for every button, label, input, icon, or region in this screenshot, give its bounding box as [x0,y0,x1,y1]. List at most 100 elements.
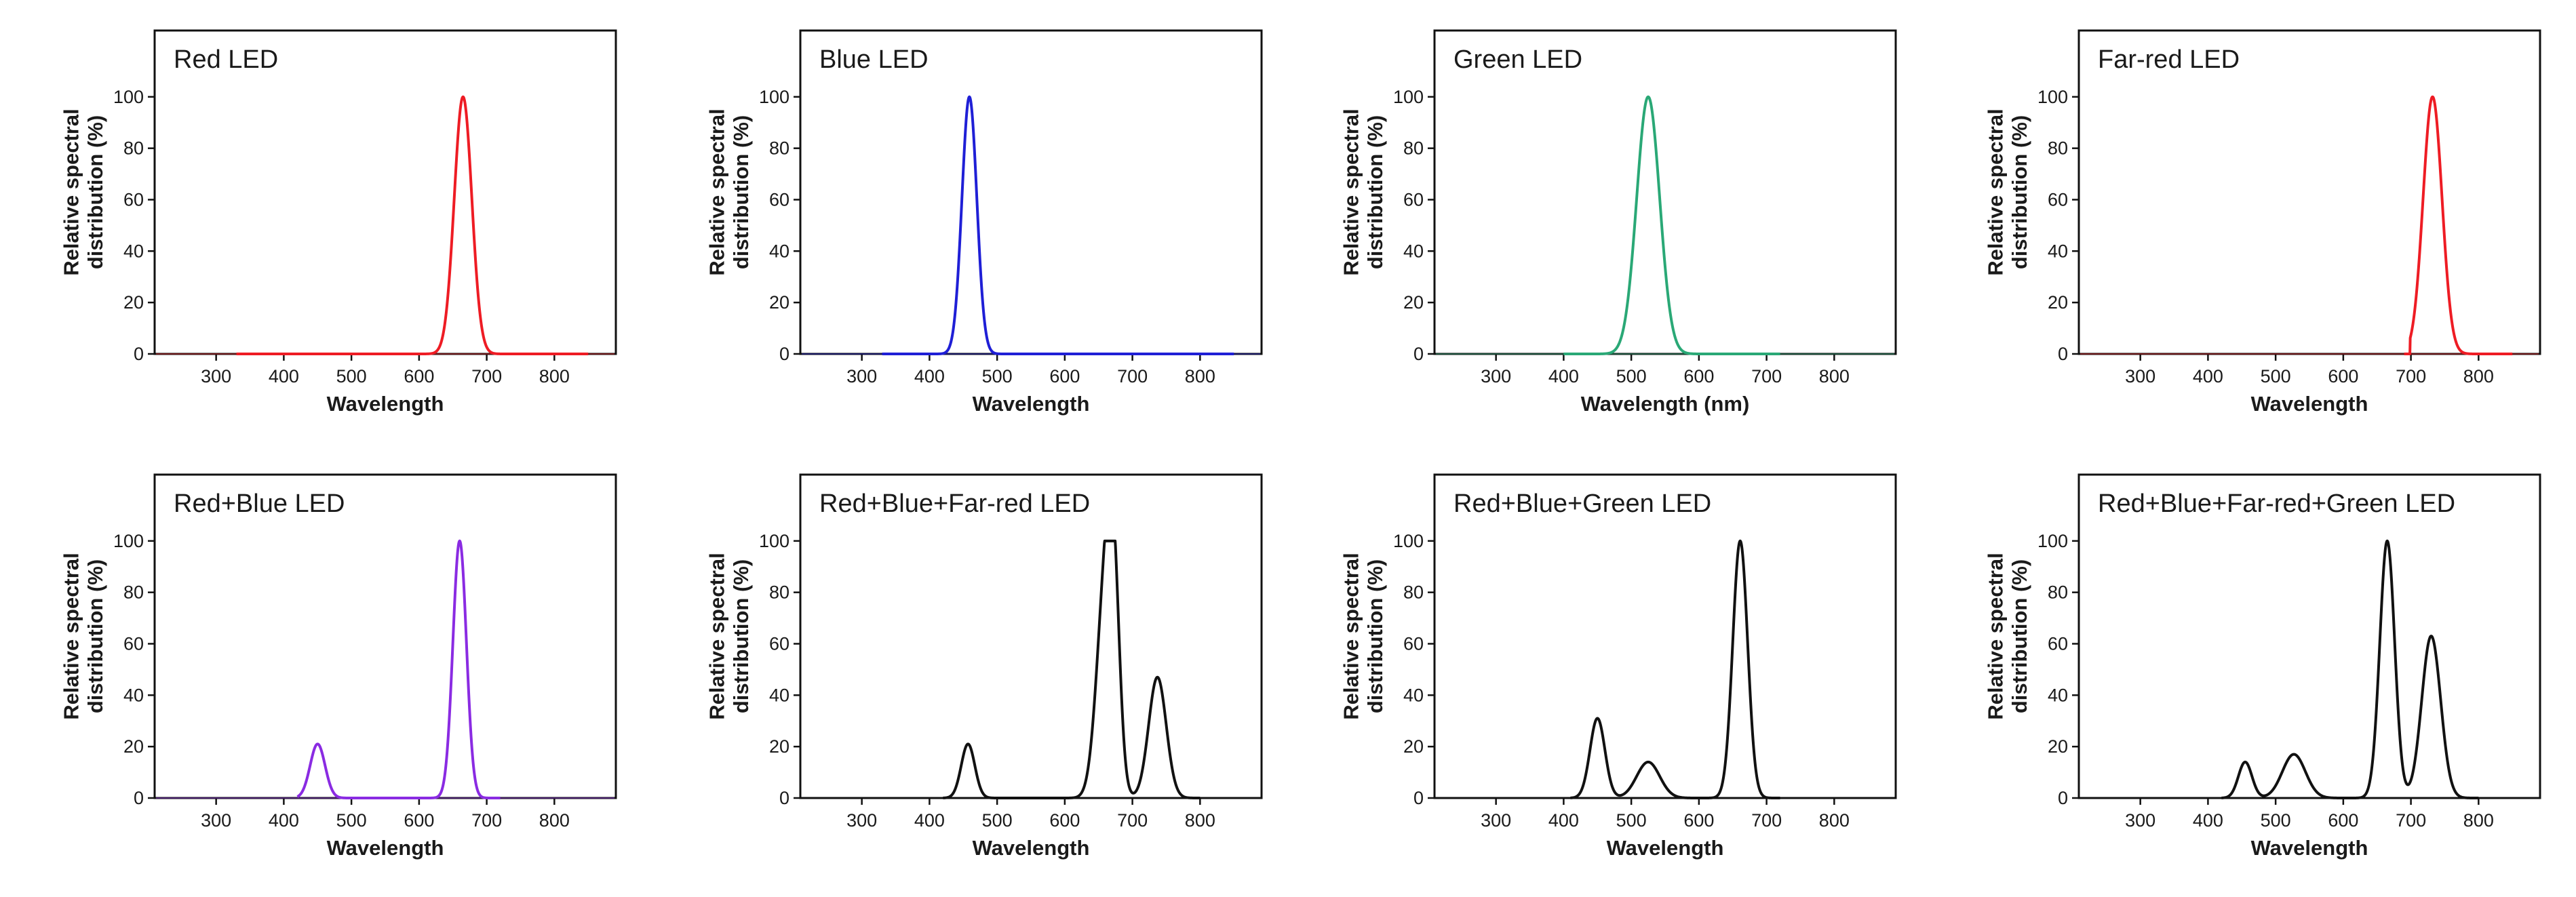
plot-frame [153,473,617,799]
spectrum-line [1562,95,1782,355]
x-tick-label: 800 [1819,366,1850,386]
y-tick-label: 80 [2048,582,2068,603]
x-tick-label: 800 [1185,366,1215,386]
y-axis-label-line2: distribution (%) [1363,115,1387,269]
y-axis-label-line1: Relative spectral [59,108,83,275]
y-tick-label: 60 [123,634,144,654]
y-tick-label: 40 [2048,241,2068,261]
y-tick-label: 60 [769,634,789,654]
plot-frame [1433,29,1897,355]
x-tick-label: 300 [846,366,877,386]
y-axis-label-line2: distribution (%) [729,115,753,269]
x-axis-label: Wavelength [973,392,1090,416]
y-tick-label: 20 [769,736,789,757]
x-axis-label: Wavelength [2251,836,2368,860]
y-tick-label: 20 [769,292,789,313]
y-tick-label: 60 [1403,634,1424,654]
x-tick-label: 400 [914,810,945,831]
y-tick-label: 0 [134,344,144,364]
y-tick-label: 60 [2048,634,2068,654]
panel-title: Green LED [1453,45,1582,74]
x-axis-label: Wavelength [327,392,444,416]
x-tick-label: 400 [269,366,299,386]
x-tick-label: 400 [914,366,945,386]
y-tick-label: 40 [123,241,144,261]
panel-title: Red+Blue+Far-red LED [819,490,1090,518]
y-tick-label: 20 [123,736,144,757]
plot-frame [799,29,1263,355]
y-axis-label-line1: Relative spectral [1983,108,2007,275]
y-tick-label: 100 [113,87,144,107]
panel-title: Far-red LED [2098,45,2240,74]
x-tick-label: 700 [2396,810,2426,831]
x-tick-label: 500 [1616,366,1647,386]
x-tick-label: 600 [1683,810,1714,831]
chart-panel: 0 20 40 60 80 100 300 400 500 600 700 800 Wavelength… [1339,29,1897,416]
y-tick-label: 20 [1403,292,1424,313]
x-axis-label: Wavelength (nm) [1581,392,1750,416]
chart-panel: 0 20 40 60 80 100 300 400 500 600 700 800 Wavelength… [705,29,1263,416]
x-tick-label: 700 [1117,366,1148,386]
spectrum-line [941,539,1201,799]
y-axis-label-line1: Relative spectral [59,553,83,719]
spectrum-line [2220,539,2480,799]
y-axis-label-line2: distribution (%) [729,559,753,713]
spectrum-line [2403,95,2514,355]
y-tick-label: 80 [769,138,789,159]
chart-panel: 0 20 40 60 80 100 300 400 500 600 700 800 Wavelength… [59,29,617,416]
x-tick-label: 800 [2463,366,2494,386]
y-axis-label-line1: Relative spectral [705,108,728,275]
y-tick-label: 100 [759,87,789,107]
x-tick-label: 700 [471,366,502,386]
y-axis-label: Relative spectraldistribution (%) [705,108,753,275]
y-tick-label: 80 [1403,138,1424,159]
spectrum-line [881,95,1235,355]
x-tick-label: 500 [982,366,1013,386]
chart-panel: 0 20 40 60 80 100 300 400 500 600 700 800 Wavelength… [1983,29,2541,416]
y-axis-label-line1: Relative spectral [705,553,728,719]
x-tick-label: 400 [1548,810,1579,831]
y-tick-label: 40 [769,241,789,261]
x-tick-label: 300 [201,810,231,831]
y-axis-label: Relative spectraldistribution (%) [59,108,107,275]
y-tick-label: 100 [113,531,144,551]
y-tick-label: 40 [123,685,144,705]
spectrum-line [1569,539,1782,799]
y-tick-label: 40 [2048,685,2068,705]
y-tick-label: 100 [2037,87,2068,107]
y-tick-label: 20 [123,292,144,313]
x-tick-label: 300 [2125,810,2155,831]
x-tick-label: 600 [404,366,434,386]
plot-frame [1433,473,1897,799]
y-tick-label: 40 [1403,685,1424,705]
y-axis-label: Relative spectraldistribution (%) [1983,108,2031,275]
y-tick-label: 20 [2048,292,2068,313]
plot-frame [799,473,1263,799]
y-tick-label: 100 [2037,531,2068,551]
y-axis-label-line2: distribution (%) [2008,115,2031,269]
x-axis-label: Wavelength [1607,836,1724,860]
x-tick-label: 700 [2396,366,2426,386]
x-tick-label: 800 [1185,810,1215,831]
x-axis-label: Wavelength [327,836,444,860]
chart-panel: 0 20 40 60 80 100 300 400 500 600 700 800 Wavelength… [705,473,1263,860]
x-tick-label: 800 [2463,810,2494,831]
spectrum-line [235,95,589,355]
x-tick-label: 600 [404,810,434,831]
x-tick-label: 500 [982,810,1013,831]
y-tick-label: 0 [2058,344,2068,364]
y-tick-label: 0 [134,788,144,808]
y-tick-label: 20 [1403,736,1424,757]
panel-title: Red+Blue+Green LED [1453,490,1711,518]
x-tick-label: 700 [1751,810,1782,831]
x-axis-label: Wavelength [2251,392,2368,416]
plot-frame [2077,473,2541,799]
x-tick-label: 800 [539,810,570,831]
y-tick-label: 60 [769,190,789,210]
y-axis-label-line2: distribution (%) [83,115,107,269]
x-tick-label: 300 [846,810,877,831]
y-tick-label: 0 [1413,344,1424,364]
y-tick-label: 0 [2058,788,2068,808]
y-axis-label: Relative spectraldistribution (%) [59,553,107,719]
y-axis-label: Relative spectraldistribution (%) [1339,108,1387,275]
